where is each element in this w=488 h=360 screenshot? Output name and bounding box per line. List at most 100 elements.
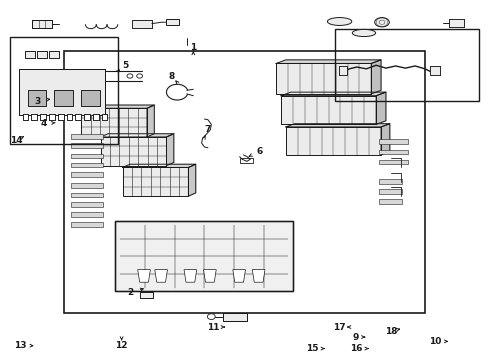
- Bar: [49, 114, 55, 120]
- Bar: [84, 114, 90, 120]
- Bar: [27, 90, 46, 107]
- Bar: [281, 96, 375, 125]
- Bar: [429, 66, 439, 75]
- Bar: [122, 167, 188, 196]
- Bar: [58, 114, 63, 120]
- Bar: [285, 127, 380, 155]
- Circle shape: [207, 314, 215, 319]
- Bar: [40, 114, 46, 120]
- Polygon shape: [122, 164, 195, 167]
- Polygon shape: [101, 134, 173, 137]
- Bar: [71, 172, 103, 177]
- Bar: [93, 114, 99, 120]
- Bar: [81, 108, 147, 137]
- Bar: [49, 51, 59, 58]
- Ellipse shape: [374, 18, 388, 27]
- Bar: [75, 114, 81, 120]
- Text: 4: 4: [41, 119, 47, 128]
- Bar: [72, 80, 81, 89]
- Bar: [378, 199, 401, 204]
- Bar: [101, 137, 166, 166]
- Polygon shape: [285, 124, 389, 127]
- Bar: [338, 66, 346, 75]
- Bar: [378, 149, 407, 154]
- Bar: [166, 19, 178, 25]
- Bar: [10, 37, 118, 144]
- Bar: [66, 114, 72, 120]
- Bar: [81, 90, 100, 107]
- Ellipse shape: [327, 18, 351, 26]
- Bar: [71, 154, 103, 158]
- Polygon shape: [81, 105, 154, 108]
- Text: 12: 12: [115, 341, 127, 350]
- Bar: [93, 114, 99, 120]
- Bar: [71, 202, 103, 207]
- Bar: [19, 69, 104, 116]
- Text: 13: 13: [14, 341, 26, 350]
- Bar: [222, 313, 246, 320]
- Bar: [25, 51, 35, 58]
- Bar: [71, 183, 103, 188]
- Bar: [75, 114, 81, 120]
- Bar: [378, 139, 407, 144]
- Bar: [54, 90, 73, 107]
- Bar: [71, 222, 103, 226]
- Bar: [32, 21, 52, 28]
- Bar: [25, 51, 35, 58]
- Bar: [81, 90, 100, 107]
- Bar: [378, 189, 401, 194]
- Polygon shape: [252, 270, 264, 282]
- Text: 18: 18: [384, 327, 396, 336]
- Bar: [27, 90, 46, 107]
- Bar: [31, 114, 37, 120]
- Polygon shape: [138, 270, 150, 282]
- Polygon shape: [370, 60, 380, 94]
- Bar: [37, 51, 47, 58]
- Bar: [49, 114, 55, 120]
- Bar: [448, 19, 463, 27]
- Bar: [37, 51, 47, 58]
- Polygon shape: [155, 270, 167, 282]
- Bar: [32, 21, 52, 28]
- Bar: [239, 158, 253, 163]
- Bar: [140, 292, 153, 298]
- Bar: [429, 66, 439, 75]
- Polygon shape: [281, 92, 385, 96]
- Bar: [140, 292, 153, 298]
- Polygon shape: [183, 270, 196, 282]
- Text: 2: 2: [126, 288, 133, 297]
- Text: 17: 17: [333, 323, 345, 332]
- Bar: [276, 63, 370, 94]
- Bar: [71, 193, 103, 197]
- Bar: [71, 143, 103, 148]
- Bar: [132, 20, 152, 28]
- Polygon shape: [188, 164, 195, 196]
- Polygon shape: [375, 92, 385, 125]
- Text: 15: 15: [306, 344, 318, 353]
- Text: 16: 16: [350, 344, 362, 353]
- Bar: [49, 51, 59, 58]
- Ellipse shape: [351, 30, 375, 37]
- Bar: [222, 313, 246, 320]
- Bar: [334, 30, 478, 101]
- Bar: [102, 114, 107, 120]
- Bar: [102, 114, 107, 120]
- Bar: [19, 69, 104, 116]
- Bar: [40, 114, 46, 120]
- Bar: [84, 114, 90, 120]
- Text: 1: 1: [190, 43, 196, 52]
- Bar: [338, 66, 346, 75]
- Bar: [22, 114, 28, 120]
- Polygon shape: [380, 124, 389, 155]
- Polygon shape: [166, 134, 173, 166]
- Bar: [31, 114, 37, 120]
- Bar: [378, 159, 407, 164]
- Bar: [71, 212, 103, 217]
- Bar: [58, 114, 63, 120]
- Polygon shape: [147, 105, 154, 137]
- Bar: [64, 51, 424, 313]
- Text: 9: 9: [352, 333, 358, 342]
- Text: 3: 3: [34, 96, 41, 105]
- Text: 6: 6: [256, 147, 262, 156]
- Bar: [71, 163, 103, 167]
